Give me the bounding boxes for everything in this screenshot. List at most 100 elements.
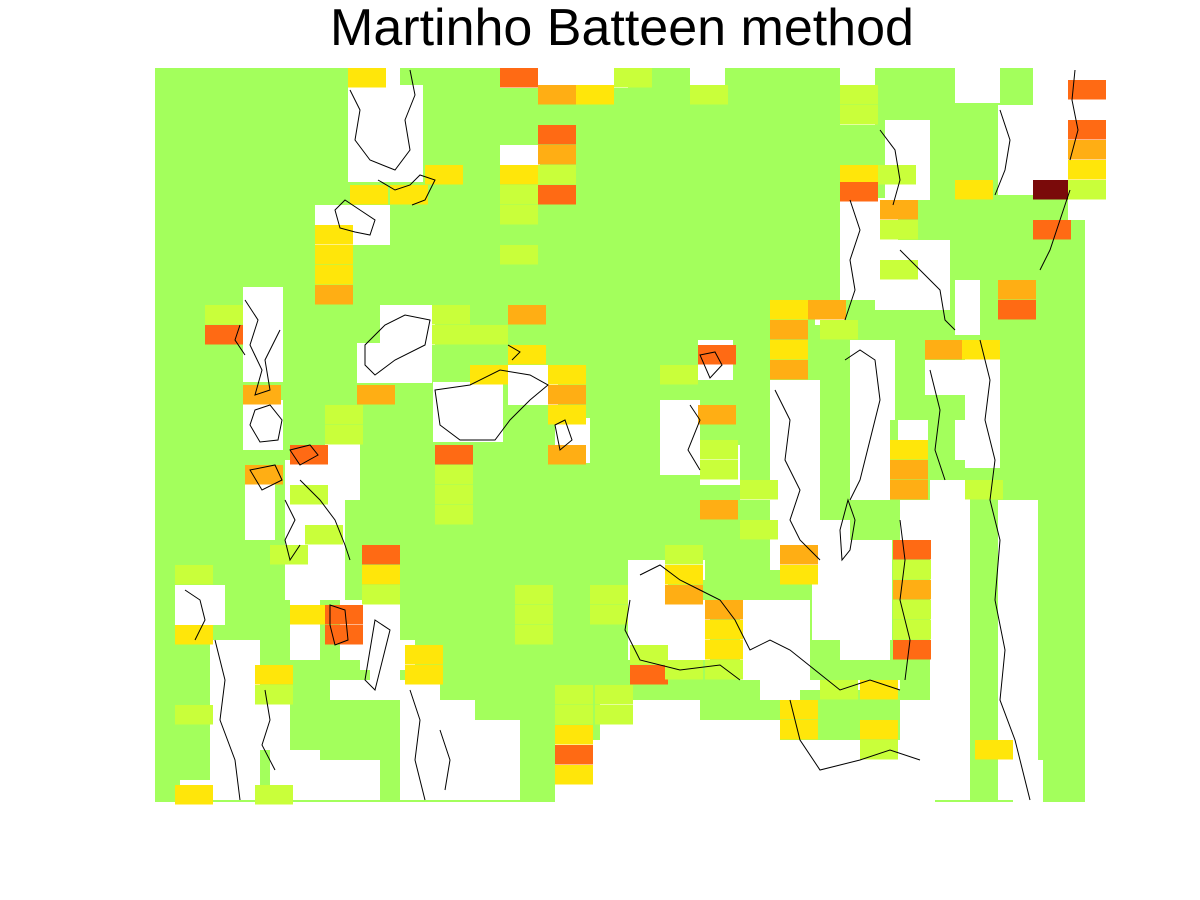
anomaly-cell: [1068, 180, 1106, 200]
anomaly-cell: [405, 645, 443, 665]
anomaly-cell: [890, 440, 928, 460]
anomaly-cell: [780, 545, 818, 565]
anomaly-cell: [205, 305, 243, 325]
coastline: [249, 464, 283, 491]
anomaly-cell: [432, 305, 470, 325]
land-area: [840, 68, 875, 88]
anomaly-cell: [362, 565, 400, 585]
coastline: [1039, 189, 1071, 271]
coastline: [899, 249, 956, 331]
land-area: [1013, 760, 1043, 810]
coastline: [899, 519, 911, 681]
anomaly-cell: [860, 740, 898, 760]
anomaly-cell: [698, 405, 736, 425]
coastline: [844, 349, 881, 501]
anomaly-cell: [435, 505, 473, 525]
land-area: [325, 440, 360, 500]
anomaly-cell: [893, 540, 931, 560]
coastline: [774, 389, 821, 561]
coastline: [434, 369, 549, 441]
anomaly-cell: [290, 485, 328, 505]
anomaly-cell: [500, 205, 538, 225]
anomaly-cell: [425, 165, 463, 185]
coastline: [699, 351, 723, 379]
anomaly-cell: [205, 325, 243, 345]
land-area: [955, 420, 1000, 460]
anomaly-cell: [840, 165, 878, 185]
anomaly-cell: [770, 360, 808, 380]
coastline: [554, 419, 573, 451]
anomaly-cell: [555, 765, 593, 785]
anomaly-cell: [998, 300, 1036, 320]
anomaly-cell: [893, 640, 931, 660]
anomaly-cell: [820, 320, 858, 340]
anomaly-cell: [315, 285, 353, 305]
coastline: [409, 689, 426, 801]
land-area: [900, 500, 930, 540]
anomaly-cell: [965, 480, 1003, 500]
land-area: [840, 560, 890, 660]
anomaly-cell: [740, 480, 778, 500]
anomaly-cell: [590, 605, 628, 625]
coastline: [979, 339, 1031, 801]
coastline: [639, 564, 901, 691]
anomaly-cell: [893, 620, 931, 640]
land-area: [548, 68, 628, 88]
coastline: [1069, 69, 1079, 161]
anomaly-cell: [840, 85, 878, 105]
anomaly-cell: [840, 105, 878, 125]
anomaly-cell: [538, 125, 576, 145]
anomaly-cell: [614, 68, 652, 88]
land-area: [760, 640, 800, 700]
anomaly-cell: [576, 85, 614, 105]
anomaly-cell: [595, 705, 633, 725]
anomaly-cell: [1033, 180, 1071, 200]
anomaly-cell: [690, 85, 728, 105]
anomaly-cell: [630, 645, 668, 665]
land-area: [840, 200, 880, 300]
anomaly-cell: [348, 68, 386, 88]
land-area: [330, 680, 370, 700]
anomaly-cell: [808, 300, 846, 320]
anomaly-cell: [538, 145, 576, 165]
anomaly-cell: [500, 165, 538, 185]
land-area: [885, 120, 930, 200]
coastline: [994, 109, 1011, 196]
anomaly-cell: [1033, 220, 1071, 240]
anomaly-cell: [630, 665, 668, 685]
coastline: [789, 699, 921, 771]
anomaly-cell: [893, 600, 931, 620]
anomaly-cell: [350, 185, 388, 205]
coastline: [839, 498, 856, 562]
anomaly-cell: [325, 605, 363, 625]
anomaly-cell: [175, 785, 213, 805]
coastline: [439, 729, 451, 791]
land-area: [955, 68, 1000, 103]
coastline: [214, 639, 241, 801]
anomaly-cell: [665, 565, 703, 585]
anomaly-cell: [590, 585, 628, 605]
anomaly-cell: [1068, 140, 1106, 160]
anomaly-cell: [665, 585, 703, 605]
anomaly-cell: [705, 640, 743, 660]
land-area: [700, 720, 780, 810]
land-area: [250, 700, 290, 750]
anomaly-cell: [998, 280, 1036, 300]
anomaly-cell: [362, 585, 400, 605]
anomaly-cell: [432, 325, 470, 345]
anomaly-cell: [515, 625, 553, 645]
map-title: Martinho Batteen method: [330, 0, 914, 57]
anomaly-cell: [780, 565, 818, 585]
anomaly-cell: [305, 525, 343, 545]
anomaly-cell: [1068, 160, 1106, 180]
anomaly-cell: [975, 740, 1013, 760]
anomaly-cell: [893, 560, 931, 580]
anomaly-cell: [290, 605, 328, 625]
anomaly-cell: [962, 340, 1000, 360]
coastline: [687, 404, 701, 471]
anomaly-cell: [893, 580, 931, 600]
anomaly-cell: [500, 245, 538, 265]
anomaly-cell: [555, 725, 593, 745]
anomaly-cell: [880, 220, 918, 240]
coastline: [879, 129, 901, 206]
